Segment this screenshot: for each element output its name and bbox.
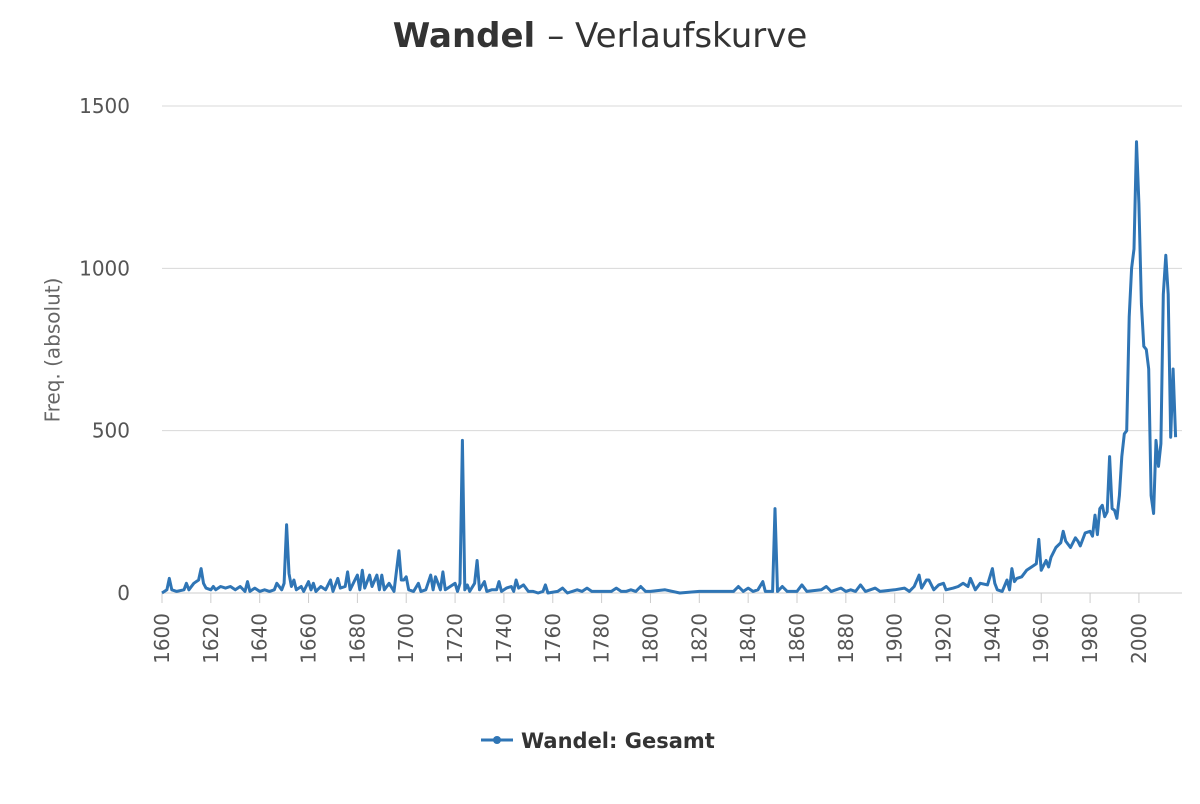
x-tick-label: 1640 [248, 613, 272, 664]
x-tick-label: 1760 [541, 613, 565, 664]
title-main: Wandel [393, 16, 536, 56]
y-tick-label: 1000 [79, 256, 130, 280]
x-tick-label: 1860 [785, 613, 809, 664]
x-tick-label: 2000 [1127, 613, 1151, 664]
x-tick-label: 1920 [932, 613, 956, 664]
x-tick-label: 1600 [150, 613, 174, 664]
x-tick-label: 1740 [492, 613, 516, 664]
x-tick-label: 1820 [687, 613, 711, 664]
title-rest: – Verlaufskurve [547, 16, 807, 56]
x-tick-label: 1720 [443, 613, 467, 664]
x-tick-label: 1680 [345, 613, 369, 664]
legend-marker [493, 736, 501, 744]
x-tick-label: 1900 [883, 613, 907, 664]
x-tick-label: 1980 [1078, 613, 1102, 664]
x-tick-label: 1940 [980, 613, 1004, 664]
x-tick-label: 1840 [736, 613, 760, 664]
y-tick-label: 1500 [79, 94, 130, 118]
chart-title: Wandel – Verlaufskurve [393, 16, 808, 56]
x-tick-label: 1780 [590, 613, 614, 664]
y-tick-label: 500 [92, 419, 130, 443]
y-axis-label: Freq. (absolut) [41, 278, 65, 423]
legend-item: Wandel: Gesamt [481, 729, 715, 753]
legend-label: Wandel: Gesamt [521, 729, 715, 753]
x-tick-label: 1800 [638, 613, 662, 664]
series-line [161, 140, 1178, 595]
x-tick-label: 1960 [1029, 613, 1053, 664]
x-tick-label: 1660 [297, 613, 321, 664]
y-tick-label: 0 [117, 581, 130, 605]
x-tick-label: 1620 [199, 613, 223, 664]
x-tick-label: 1880 [834, 613, 858, 664]
x-tick-label: 1700 [394, 613, 418, 664]
